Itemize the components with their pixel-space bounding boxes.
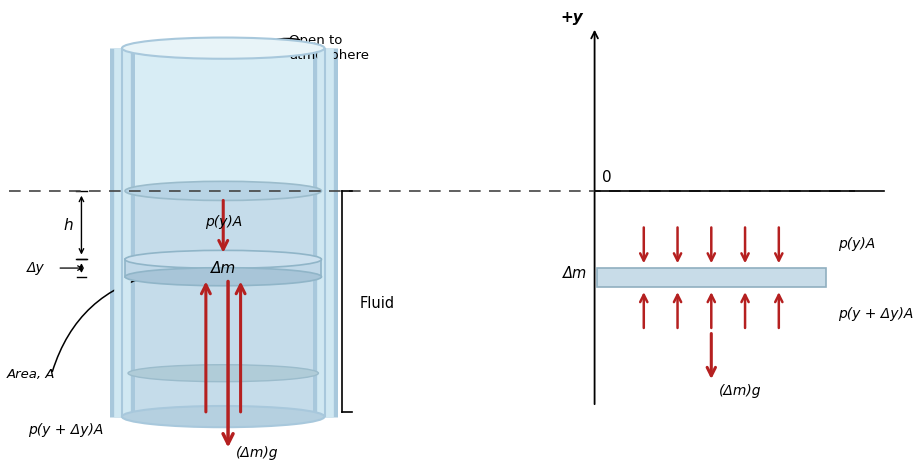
Text: Open to
atmosphere: Open to atmosphere bbox=[289, 33, 369, 62]
Text: p(y)A: p(y)A bbox=[205, 215, 242, 229]
Polygon shape bbox=[122, 48, 325, 417]
Text: p(y + Δy)A: p(y + Δy)A bbox=[29, 423, 103, 437]
Text: 0: 0 bbox=[603, 170, 612, 185]
Text: Δm: Δm bbox=[210, 260, 236, 276]
Text: (Δm)g: (Δm)g bbox=[235, 446, 278, 460]
Polygon shape bbox=[596, 268, 826, 287]
Polygon shape bbox=[125, 259, 321, 277]
Ellipse shape bbox=[125, 268, 321, 286]
Text: Fluid: Fluid bbox=[359, 296, 394, 311]
Ellipse shape bbox=[128, 365, 318, 382]
Text: p(y)A: p(y)A bbox=[838, 237, 875, 251]
Ellipse shape bbox=[122, 406, 325, 427]
Ellipse shape bbox=[122, 38, 325, 59]
Text: p(y + Δy)A: p(y + Δy)A bbox=[838, 307, 913, 321]
Text: h: h bbox=[63, 218, 73, 232]
Text: (Δm)g: (Δm)g bbox=[719, 384, 761, 398]
Text: Δm: Δm bbox=[563, 266, 587, 281]
Ellipse shape bbox=[125, 250, 321, 268]
Text: Δy: Δy bbox=[27, 261, 45, 275]
Text: Area, A: Area, A bbox=[6, 368, 54, 381]
Polygon shape bbox=[122, 191, 325, 417]
Ellipse shape bbox=[125, 181, 321, 200]
Text: +y: +y bbox=[560, 10, 583, 25]
